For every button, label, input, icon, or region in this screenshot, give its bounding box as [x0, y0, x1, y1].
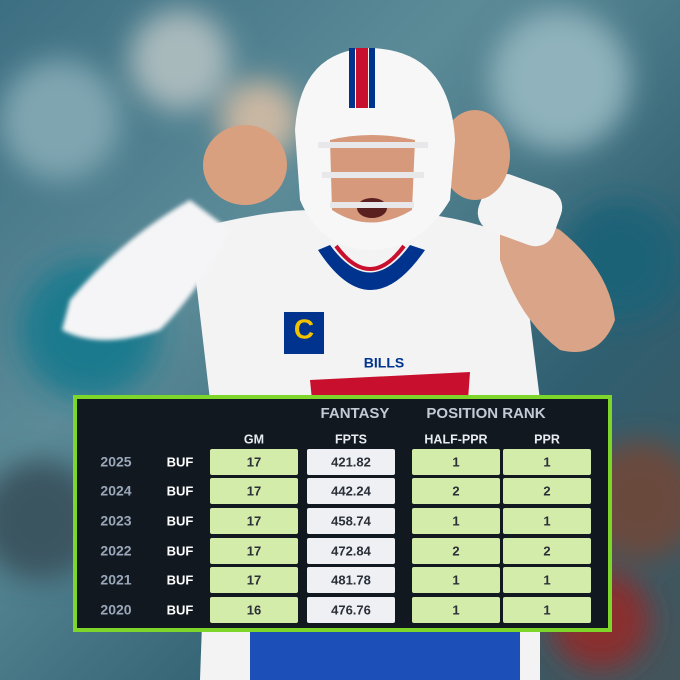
- group-header: FANTASY: [321, 405, 390, 422]
- stat-value: 2: [452, 483, 459, 498]
- team: BUF: [167, 483, 194, 498]
- stats-table: FANTASY POSITION RANK GM FPTS HALF-PPR PPR 202…: [73, 395, 612, 632]
- stat-value: 1: [543, 572, 550, 587]
- stat-cell: [412, 567, 500, 593]
- stat-cell: [503, 597, 591, 623]
- stat-cell: [210, 538, 298, 564]
- column-header: GM: [244, 432, 264, 446]
- column-header: FPTS: [335, 432, 367, 446]
- stat-value: 1: [452, 454, 459, 469]
- stat-cell: [307, 538, 395, 564]
- stat-value: 2: [543, 483, 550, 498]
- stat-value: 16: [247, 602, 261, 617]
- stat-cell: [307, 508, 395, 534]
- stat-cell: [210, 449, 298, 475]
- column-header: HALF-PPR: [424, 432, 487, 446]
- stat-cell: [412, 508, 500, 534]
- stat-cell: [503, 508, 591, 534]
- team: BUF: [167, 513, 194, 528]
- stat-cell: [210, 478, 298, 504]
- stat-cell: [503, 478, 591, 504]
- stat-cell: [307, 567, 395, 593]
- team: BUF: [167, 543, 194, 558]
- stat-value: 421.82: [331, 454, 371, 469]
- stat-value: 1: [543, 602, 550, 617]
- jersey-text: BILLS: [364, 355, 404, 371]
- stat-cell: [412, 449, 500, 475]
- stat-value: 17: [247, 513, 261, 528]
- stat-value: 458.74: [331, 513, 372, 528]
- stat-value: 1: [543, 454, 550, 469]
- stat-cell: [412, 597, 500, 623]
- season: 2023: [100, 513, 131, 529]
- stat-cell: [210, 567, 298, 593]
- season: 2022: [100, 543, 131, 559]
- stat-cell: [307, 478, 395, 504]
- stat-value: 2: [543, 543, 550, 558]
- stat-value: 1: [543, 513, 550, 528]
- season: 2025: [100, 454, 131, 470]
- team: BUF: [167, 572, 194, 587]
- stat-value: 17: [247, 483, 261, 498]
- stat-cell: [503, 538, 591, 564]
- stat-cell: [412, 478, 500, 504]
- stat-value: 17: [247, 454, 261, 469]
- stat-value: 2: [452, 543, 459, 558]
- stat-value: 442.24: [331, 483, 372, 498]
- group-header: POSITION RANK: [426, 405, 545, 422]
- stat-value: 17: [247, 543, 261, 558]
- stat-value: 472.84: [331, 543, 372, 558]
- stat-cell: [307, 449, 395, 475]
- stat-cell: [210, 508, 298, 534]
- stat-value: 481.78: [331, 572, 371, 587]
- stat-value: 1: [452, 572, 459, 587]
- season: 2021: [100, 572, 131, 588]
- team: BUF: [167, 454, 194, 469]
- stat-value: 17: [247, 572, 261, 587]
- captain-patch: C: [294, 313, 314, 344]
- season: 2020: [100, 602, 131, 618]
- team: BUF: [167, 602, 194, 617]
- season: 2024: [100, 483, 131, 499]
- column-header: PPR: [534, 432, 560, 446]
- stat-cell: [307, 597, 395, 623]
- stat-value: 1: [452, 513, 459, 528]
- stat-cell: [210, 597, 298, 623]
- stat-cell: [503, 449, 591, 475]
- stat-cell: [412, 538, 500, 564]
- stat-cell: [503, 567, 591, 593]
- stat-value: 476.76: [331, 602, 371, 617]
- stat-value: 1: [452, 602, 459, 617]
